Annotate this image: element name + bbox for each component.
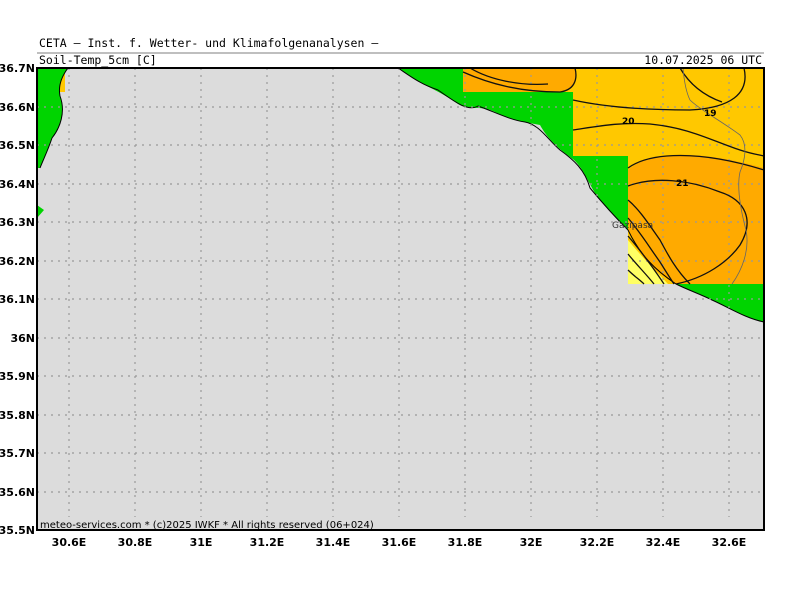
lon-tick: 32E — [520, 536, 543, 549]
lon-tick: 32.2E — [580, 536, 615, 549]
isotherm-lines — [462, 68, 764, 285]
coastline-west — [39, 68, 69, 169]
lat-tick: 36.1N — [0, 293, 35, 306]
lat-tick: 35.5N — [0, 524, 35, 537]
map-frame — [36, 67, 765, 531]
lon-tick: 31E — [190, 536, 213, 549]
lat-tick: 35.7N — [0, 447, 35, 460]
land-area-northeast — [398, 68, 628, 230]
lat-tick: 36.2N — [0, 255, 35, 268]
lat-tick: 36.6N — [0, 101, 35, 114]
lat-tick-labels: 36.7N 36.6N 36.5N 36.4N 36.3N 36.2N 36.1… — [0, 62, 35, 537]
lat-tick: 36N — [10, 332, 35, 345]
province-border — [682, 68, 748, 285]
lat-tick: 36.4N — [0, 178, 35, 191]
temp-area-21 — [463, 68, 576, 92]
lon-tick: 30.6E — [52, 536, 87, 549]
valid-time: 10.07.2025 06 UTC — [644, 53, 762, 67]
lat-lon-grid — [37, 68, 764, 530]
place-label-gazipasa: Gazipasa — [612, 221, 653, 231]
temp-area-cool — [628, 240, 668, 284]
copyright-footer: meteo-services.com * (c)2025 IWKF * All … — [40, 520, 374, 531]
lon-tick-labels: 30.6E 30.8E 31E 31.2E 31.4E 31.6E 31.8E … — [52, 536, 747, 549]
temp-area-21-east — [628, 154, 764, 284]
contour-label-19: 19 — [704, 109, 717, 119]
footer-band — [38, 517, 763, 529]
lat-tick: 36.3N — [0, 216, 35, 229]
land-area-west — [37, 68, 68, 168]
lat-tick: 35.6N — [0, 486, 35, 499]
contour-label-21: 21 — [676, 179, 689, 189]
lat-tick: 35.9N — [0, 370, 35, 383]
lon-tick: 32.6E — [712, 536, 747, 549]
lat-tick: 35.8N — [0, 409, 35, 422]
lat-tick: 36.5N — [0, 139, 35, 152]
lon-tick: 31.8E — [448, 536, 483, 549]
land-area-west-b — [37, 205, 44, 218]
parameter-label: Soil-Temp_5cm [C] — [39, 53, 157, 67]
model-title: CETA — Inst. f. Wetter- und Klimafolgena… — [39, 36, 379, 50]
lon-tick: 31.6E — [382, 536, 417, 549]
coastline — [397, 68, 764, 323]
lat-tick: 36.7N — [0, 62, 35, 75]
lon-tick: 31.4E — [316, 536, 351, 549]
lon-tick: 32.4E — [646, 536, 681, 549]
lon-tick: 31.2E — [250, 536, 285, 549]
contour-label-20: 20 — [622, 117, 635, 127]
lon-tick: 30.8E — [118, 536, 153, 549]
